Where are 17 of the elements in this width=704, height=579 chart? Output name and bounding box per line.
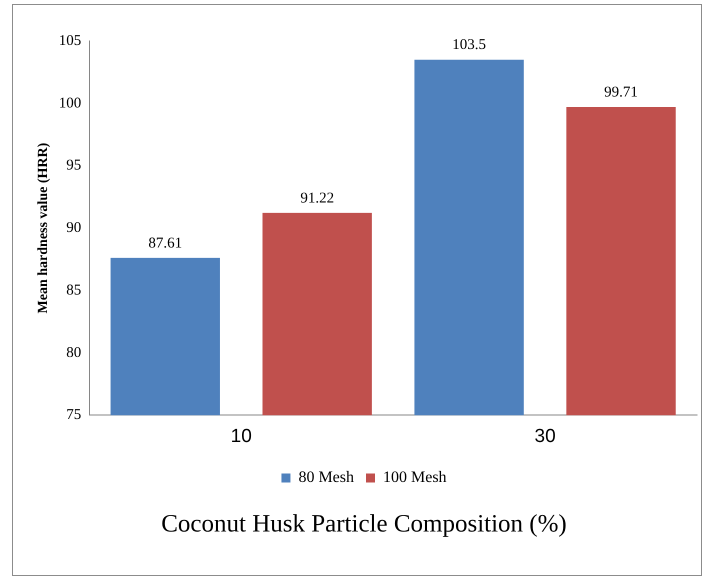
y-tick-label: 75: [66, 407, 82, 424]
y-tick-label: 85: [66, 282, 82, 298]
x-axis-title: Coconut Husk Particle Composition (%): [161, 510, 567, 538]
data-label: 87.61: [148, 235, 182, 252]
legend-label: 80 Mesh: [298, 469, 354, 486]
y-tick-label: 90: [66, 220, 82, 236]
x-tick-label: 10: [230, 426, 252, 447]
y-tick-label: 100: [58, 95, 82, 112]
y-axis-title: Mean hardness value (HRR): [36, 142, 52, 314]
data-label: 99.71: [604, 84, 638, 100]
data-label: 91.22: [300, 190, 334, 206]
x-tick-label: 30: [534, 426, 556, 447]
y-tick-label: 105: [58, 32, 82, 49]
y-tick-label: 80: [66, 344, 82, 361]
legend-label: 100 Mesh: [383, 469, 447, 486]
y-tick-label: 95: [66, 158, 82, 174]
data-label: 103.5: [452, 37, 486, 54]
